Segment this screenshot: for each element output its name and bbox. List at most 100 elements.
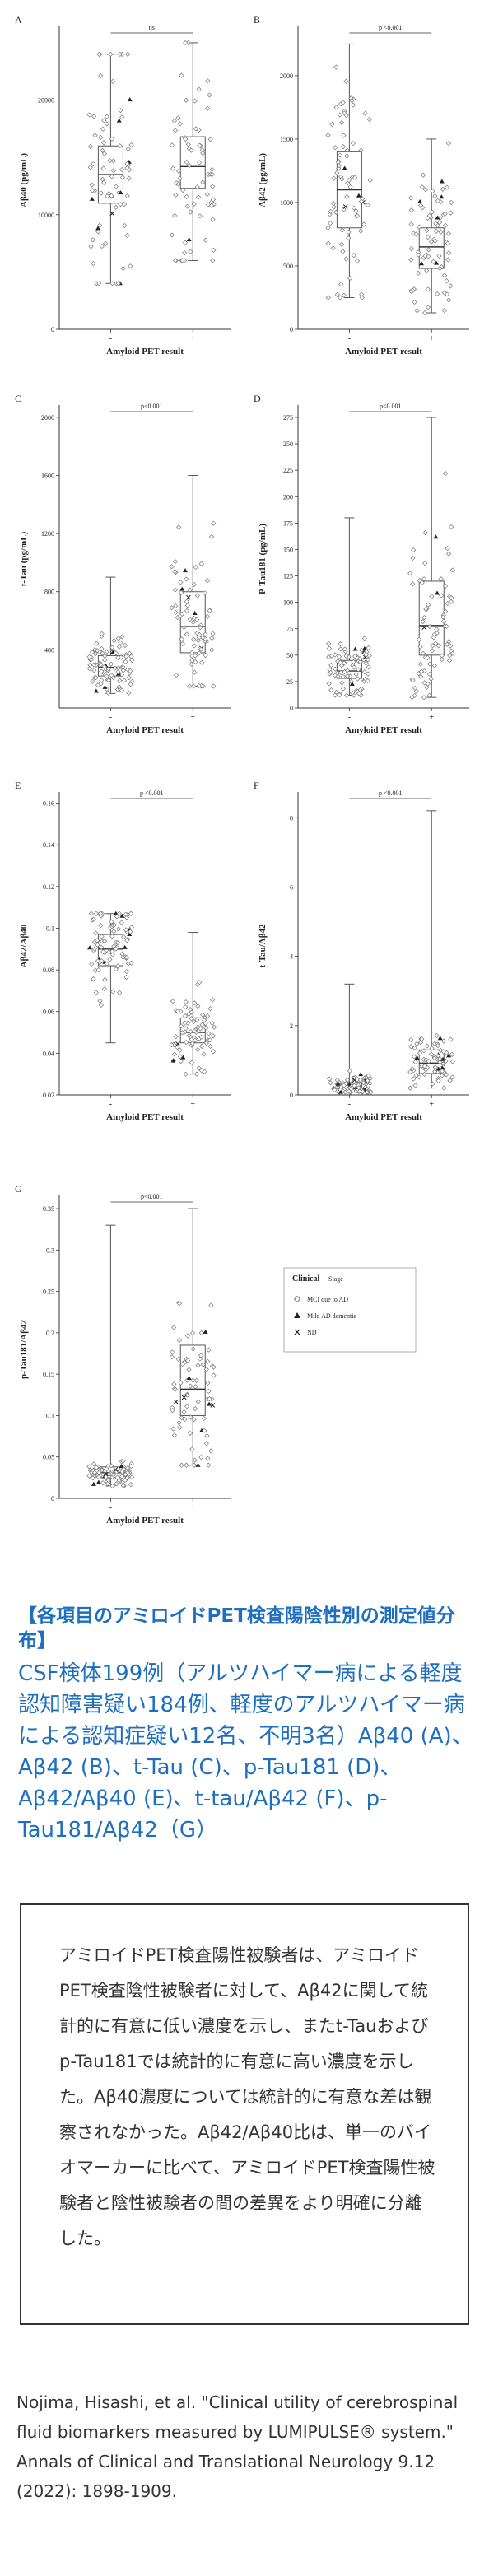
data-point-diamond <box>91 662 97 668</box>
data-point-diamond <box>169 142 175 148</box>
data-point-diamond <box>408 1085 413 1091</box>
data-point-diamond <box>120 668 126 673</box>
x-axis-label: Amyloid PET result <box>106 725 184 735</box>
data-point-diamond <box>210 997 216 1003</box>
data-point-diamond <box>129 1474 135 1480</box>
citation: Nojima, Hisashi, et al. "Clinical utilit… <box>16 2387 477 2506</box>
data-point-diamond <box>408 207 414 213</box>
data-point-diamond <box>343 112 349 119</box>
data-point-diamond <box>435 643 441 649</box>
data-point-diamond <box>121 201 128 207</box>
data-point-diamond <box>199 659 205 665</box>
data-point-diamond <box>91 161 96 167</box>
data-point-diamond <box>172 587 178 593</box>
data-point-diamond <box>438 1047 444 1053</box>
data-point-diamond <box>360 1088 366 1095</box>
data-point-triangle <box>195 1462 201 1467</box>
data-point-diamond <box>191 1462 197 1468</box>
significance-label: p <0.001 <box>379 790 403 797</box>
data-point-diamond <box>98 923 104 929</box>
data-point-diamond <box>190 1346 196 1352</box>
data-point-diamond <box>328 669 333 676</box>
data-point-diamond <box>337 112 342 118</box>
data-point-diamond <box>435 1078 441 1083</box>
data-point-triangle <box>434 260 440 265</box>
data-point-diamond <box>210 1049 217 1055</box>
data-point-diamond <box>203 237 208 243</box>
data-point-diamond <box>109 193 114 198</box>
data-point-diamond <box>331 175 337 181</box>
data-point-diamond <box>414 1041 420 1046</box>
data-point-diamond <box>115 963 121 969</box>
data-point-diamond <box>368 1089 374 1095</box>
data-point-diamond <box>357 1077 363 1083</box>
data-point-diamond <box>119 672 125 678</box>
data-point-diamond <box>426 602 431 608</box>
data-point-diamond <box>87 662 93 668</box>
data-point-diamond <box>179 1030 185 1036</box>
data-point-diamond <box>114 1474 120 1480</box>
data-point-diamond <box>341 133 347 138</box>
data-point-diamond <box>100 140 107 146</box>
data-point-diamond <box>434 291 440 297</box>
data-point-triangle <box>352 646 358 651</box>
data-point-diamond <box>205 78 211 84</box>
data-point-diamond <box>91 1470 98 1475</box>
data-point-cross <box>186 594 191 600</box>
x-tick-label: + <box>190 713 195 722</box>
data-point-diamond <box>186 1367 192 1372</box>
data-point-cross <box>210 1403 216 1408</box>
data-point-diamond <box>329 121 335 128</box>
data-point-diamond <box>336 163 342 169</box>
data-point-diamond <box>129 657 135 664</box>
data-point-diamond <box>433 641 439 646</box>
data-point-diamond <box>178 580 184 585</box>
data-point-diamond <box>436 220 443 226</box>
data-point-diamond <box>205 1380 211 1386</box>
data-point-diamond <box>89 678 95 685</box>
data-point-diamond <box>340 249 346 254</box>
data-point-diamond <box>448 648 454 654</box>
data-point-diamond <box>325 240 331 246</box>
data-point-diamond <box>128 929 133 934</box>
x-axis-label: Amyloid PET result <box>106 347 184 356</box>
data-point-cross <box>181 1395 187 1400</box>
data-point-diamond <box>199 1043 205 1050</box>
data-point-diamond <box>422 561 428 566</box>
x-tick-label: - <box>109 1503 112 1512</box>
data-point-diamond <box>173 1034 179 1040</box>
panel-letter: G <box>15 1183 22 1195</box>
y-axis-label: p-Tau181/Aβ42 <box>19 1319 29 1379</box>
data-point-diamond <box>440 614 446 620</box>
data-point-triangle <box>440 1056 445 1061</box>
data-point-diamond <box>192 1457 198 1463</box>
data-point-diamond <box>429 648 435 654</box>
data-point-diamond <box>176 1337 183 1344</box>
data-point-diamond <box>423 606 429 612</box>
data-point-diamond <box>443 583 449 589</box>
data-point-diamond <box>179 636 184 642</box>
data-point-diamond <box>92 651 99 657</box>
x-axis-label: Amyloid PET result <box>106 1516 184 1526</box>
data-point-diamond <box>189 1009 194 1015</box>
box-iqr <box>179 136 206 189</box>
data-point-diamond <box>338 641 343 647</box>
data-point-diamond <box>175 614 180 621</box>
data-point-diamond <box>99 678 105 683</box>
data-point-triangle <box>207 1401 212 1406</box>
data-point-diamond <box>179 1361 185 1367</box>
data-point-diamond <box>207 1006 213 1012</box>
data-point-diamond <box>170 1408 175 1414</box>
data-point-diamond <box>196 682 202 689</box>
data-point-diamond <box>186 162 193 169</box>
data-point-diamond <box>184 603 190 608</box>
data-point-diamond <box>189 1060 195 1065</box>
data-point-diamond <box>349 98 355 104</box>
data-point-diamond <box>128 911 134 916</box>
data-point-diamond <box>424 268 430 273</box>
data-point-diamond <box>96 281 102 286</box>
data-point-diamond <box>361 636 367 641</box>
citation-line-2: Annals of Clinical and Translational Neu… <box>16 2452 435 2501</box>
y-tick-label: 2 <box>290 1022 293 1030</box>
